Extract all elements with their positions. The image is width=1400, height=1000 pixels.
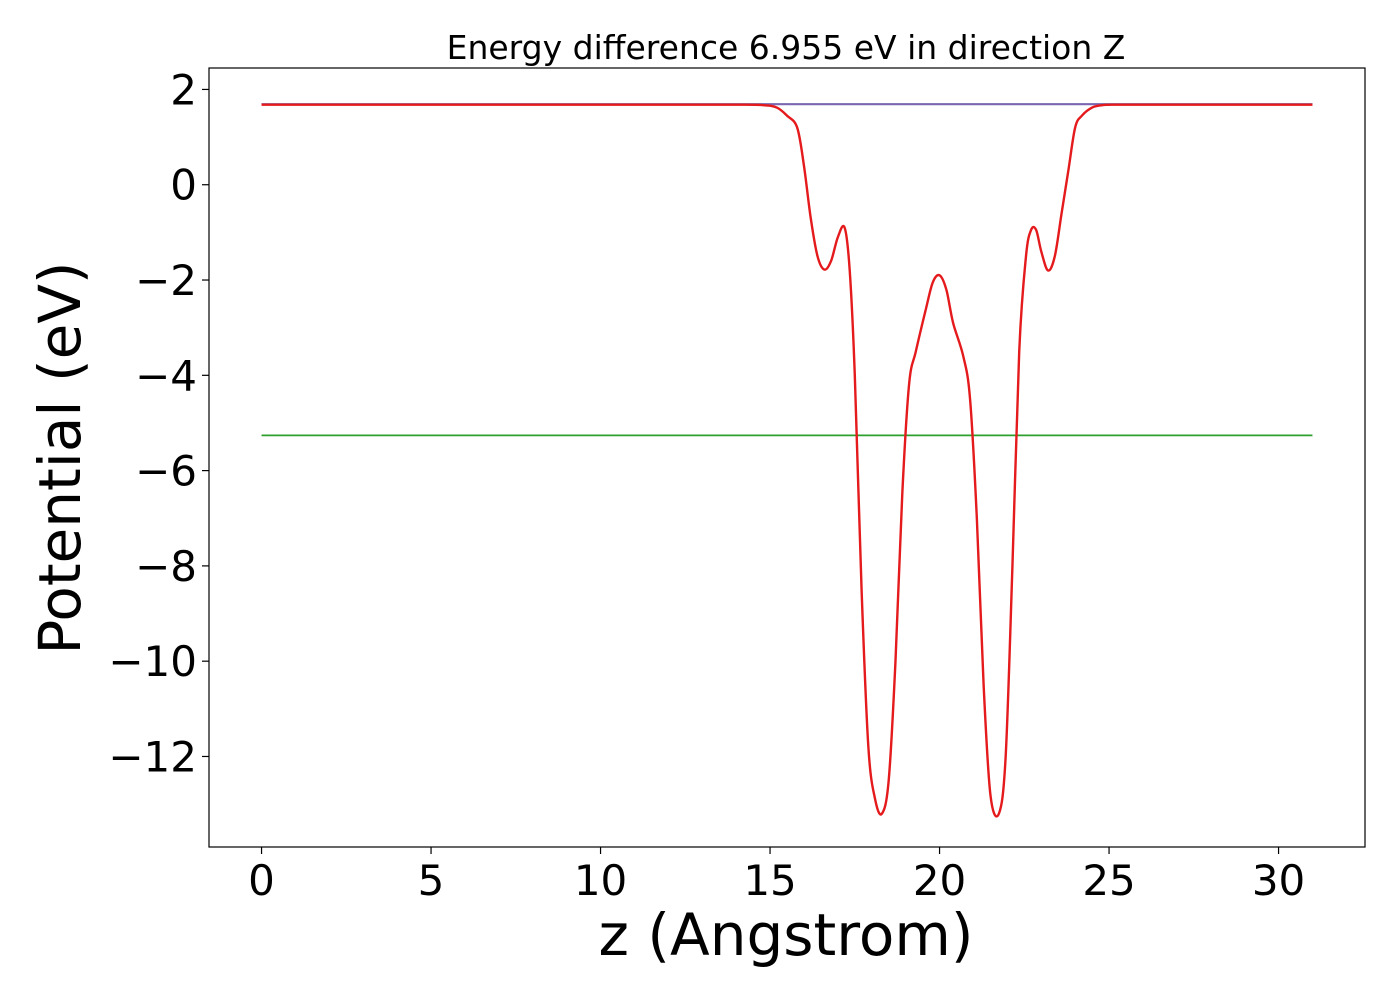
- y-ticks: 2 0 −2 −4 −6 −8 −10 −12: [108, 65, 209, 781]
- y-tick-label: −4: [135, 351, 197, 400]
- x-tick-label: 25: [1082, 856, 1135, 905]
- y-tick-label: 2: [170, 65, 197, 114]
- chart-title: Energy difference 6.955 eV in direction …: [447, 28, 1126, 67]
- y-tick-label: −12: [108, 732, 197, 781]
- x-axis-label: z (Angstrom): [599, 901, 974, 969]
- y-tick-label: −6: [135, 447, 197, 496]
- y-tick-label: −10: [108, 637, 197, 686]
- series-line-3: [261, 103, 1313, 818]
- y-tick-label: −8: [135, 542, 197, 591]
- axes-frame: [208, 67, 1366, 848]
- x-tick-label: 0: [248, 856, 275, 905]
- y-axis-label: Potential (eV): [26, 261, 94, 654]
- y-tick-label: 0: [170, 161, 197, 210]
- x-tick-label: 15: [743, 856, 796, 905]
- x-tick-label: 20: [913, 856, 966, 905]
- x-tick-label: 5: [418, 856, 445, 905]
- series-layer: [261, 103, 1313, 818]
- y-tick-label: −2: [135, 256, 197, 305]
- x-tick-label: 10: [574, 856, 627, 905]
- x-ticks: 0 5 10 15 20 25 30: [248, 847, 1305, 905]
- x-tick-label: 30: [1252, 856, 1305, 905]
